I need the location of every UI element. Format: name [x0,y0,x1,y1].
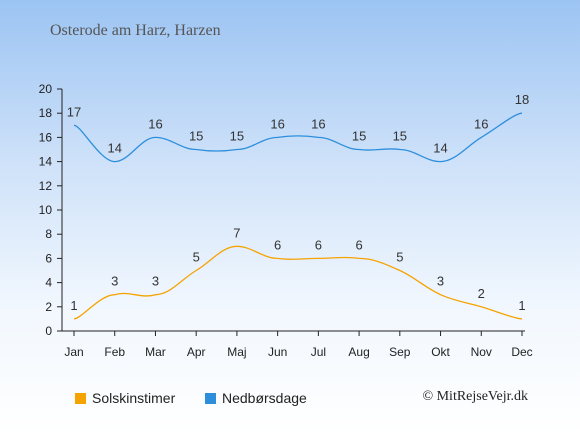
legend-item-sunshine: Solskinstimer [75,390,175,406]
y-tick-label: 2 [45,300,52,314]
x-tick-label: Maj [227,345,246,359]
y-tick-label: 18 [39,106,53,120]
data-label-sunshine: 6 [355,237,362,252]
credit-text: © MitRejseVejr.dk [422,389,528,404]
y-tick-label: 20 [39,82,53,96]
data-label-sunshine: 6 [315,237,322,252]
x-tick-label: Apr [187,345,206,359]
legend-label-precipitation: Nedbørsdage [222,390,307,406]
x-tick-label: Dec [511,345,532,359]
data-label-sunshine: 3 [111,274,118,289]
x-tick-label: Okt [431,345,450,359]
data-label-sunshine: 1 [518,298,525,313]
data-label-sunshine: 2 [478,286,485,301]
data-label-precipitation: 15 [393,129,407,144]
data-label-sunshine: 3 [152,274,159,289]
y-tick-label: 4 [45,276,52,290]
data-label-precipitation: 15 [189,129,203,144]
data-label-sunshine: 5 [396,250,403,265]
data-label-sunshine: 6 [274,237,281,252]
data-label-precipitation: 15 [230,129,244,144]
x-tick-label: Feb [104,345,125,359]
data-label-sunshine: 3 [437,274,444,289]
legend-label-sunshine: Solskinstimer [92,390,176,406]
y-tick-label: 6 [45,251,52,265]
data-label-precipitation: 16 [148,116,162,131]
data-label-precipitation: 15 [352,129,366,144]
data-label-sunshine: 5 [193,250,200,265]
data-label-precipitation: 14 [433,141,447,156]
series-line-precipitation [73,112,523,163]
data-label-precipitation: 16 [474,116,488,131]
y-tick-label: 12 [39,179,53,193]
x-tick-label: Jan [64,345,83,359]
legend-swatch-sunshine [75,392,86,404]
x-tick-label: Mar [145,345,166,359]
data-label-precipitation: 16 [311,116,325,131]
series-line-sunshine [73,245,523,320]
x-tick-label: Sep [389,345,411,359]
y-tick-label: 8 [45,227,52,241]
x-tick-label: Jul [311,345,326,359]
x-tick-label: Jun [268,345,287,359]
x-tick-label: Aug [348,345,369,359]
data-label-sunshine: 1 [70,298,77,313]
legend-item-precipitation: Nedbørsdage [205,390,307,406]
data-label-precipitation: 14 [107,141,121,156]
chart-title: Osterode am Harz, Harzen [50,22,221,39]
data-label-sunshine: 7 [233,225,240,240]
data-label-precipitation: 18 [515,92,529,107]
y-tick-label: 14 [39,155,53,169]
x-tick-label: Nov [471,345,492,359]
data-label-precipitation: 16 [270,116,284,131]
y-tick-label: 16 [39,130,53,144]
y-tick-label: 0 [45,324,52,338]
y-tick-label: 10 [39,203,53,217]
legend-swatch-precipitation [205,392,216,404]
data-label-precipitation: 17 [67,104,81,119]
